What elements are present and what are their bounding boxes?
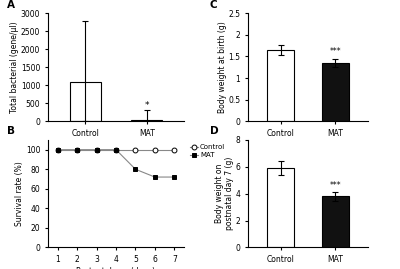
Text: A: A [7,0,15,10]
Y-axis label: Body weight on
postnatal day 7 (g): Body weight on postnatal day 7 (g) [215,157,234,230]
Legend: Control, MAT: Control, MAT [189,143,226,159]
Y-axis label: Total bacterial (gene/μl): Total bacterial (gene/μl) [10,22,20,113]
MAT [94,148,99,151]
Y-axis label: Body weight at birth (g): Body weight at birth (g) [218,21,227,113]
Bar [267,168,294,247]
Y-axis label: Survival rate (%): Survival rate (%) [16,161,24,226]
Text: ***: *** [330,181,341,190]
MAT [75,148,80,151]
Text: B: B [7,126,15,136]
Bar [322,63,349,121]
MAT [172,175,177,179]
Control [114,148,118,151]
Control [152,148,157,151]
Control [55,148,60,151]
Bar [267,50,294,121]
Line: MAT: MAT [55,147,177,179]
X-axis label: Postnatal age (days): Postnatal age (days) [76,267,156,269]
Control [133,148,138,151]
MAT [114,148,118,151]
Control [172,148,177,151]
Line: Control: Control [55,147,177,152]
MAT [55,148,60,151]
Bar [132,120,162,121]
MAT [152,175,157,179]
MAT [133,168,138,171]
Text: ***: *** [330,47,341,56]
Text: D: D [210,126,218,136]
Control [94,148,99,151]
Bar [70,82,100,121]
Text: C: C [210,0,217,10]
Control [75,148,80,151]
Bar [322,196,349,247]
Text: *: * [145,101,149,109]
